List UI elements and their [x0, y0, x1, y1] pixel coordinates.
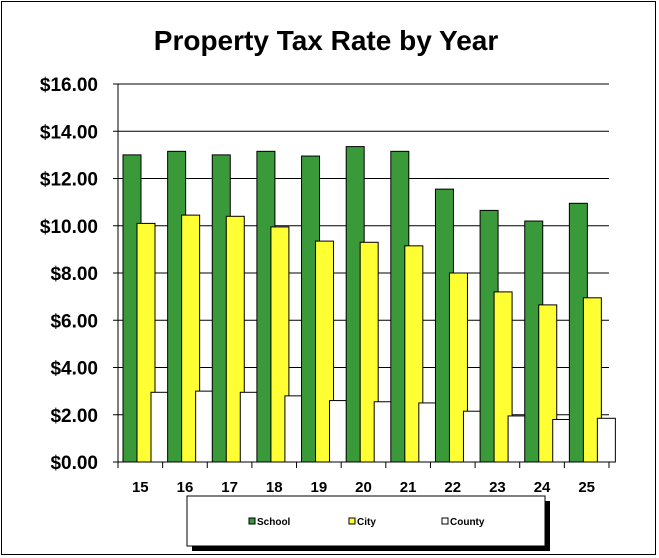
bar-county-18 [284, 395, 304, 463]
legend-swatch-school [248, 517, 256, 525]
legend-items: School City County [248, 517, 485, 528]
y-tick-label: $4.00 [50, 359, 98, 380]
x-tick-label: 19 [311, 479, 328, 496]
x-tick-label: 18 [266, 479, 283, 496]
bar-county-22 [462, 410, 482, 463]
x-tick-label: 25 [578, 479, 595, 496]
bars [122, 146, 616, 463]
bar-county-24 [552, 418, 572, 463]
legend-box [186, 495, 546, 547]
y-tick-label: $6.00 [50, 311, 98, 332]
y-tick-label: $12.00 [40, 170, 98, 191]
bar-county-21 [418, 402, 438, 463]
x-tick-label: 22 [444, 479, 461, 496]
x-tick-label: 23 [489, 479, 506, 496]
legend-swatch-county [441, 517, 449, 525]
y-tick-label: $14.00 [40, 122, 98, 143]
bar-county-20 [373, 401, 393, 463]
legend-swatch-city [348, 517, 356, 525]
bar-county-17 [239, 391, 259, 463]
y-tick-label: $2.00 [50, 406, 98, 427]
chart-title: Property Tax Rate by Year [154, 25, 499, 56]
bar-county-25 [596, 417, 616, 463]
x-tick-label: 17 [221, 479, 238, 496]
bar-county-16 [195, 390, 215, 463]
y-axis-ticks: $0.00 $2.00 $4.00 $6.00 $8.00 $10.00 $12.00 $14… [40, 75, 118, 474]
x-tick-label: 16 [177, 479, 194, 496]
x-tick-label: 24 [534, 479, 551, 496]
bar-county-23 [507, 415, 527, 463]
legend-label-school: School [257, 517, 291, 528]
x-tick-label: 21 [400, 479, 417, 496]
legend-label-county: County [450, 517, 485, 528]
x-tick-label: 15 [132, 479, 149, 496]
y-tick-label: $0.00 [50, 453, 98, 474]
x-tick-label: 20 [355, 479, 372, 496]
x-axis-ticks: 15 16 17 18 19 20 21 22 23 24 25 [117, 462, 610, 496]
y-tick-label: $16.00 [40, 75, 98, 96]
legend: School City County [186, 495, 550, 551]
legend-label-city: City [357, 517, 376, 528]
bar-county-15 [150, 391, 170, 463]
axes [117, 84, 609, 463]
bar-county-19 [329, 400, 349, 463]
y-tick-label: $10.00 [40, 217, 98, 238]
y-tick-label: $8.00 [50, 264, 98, 285]
